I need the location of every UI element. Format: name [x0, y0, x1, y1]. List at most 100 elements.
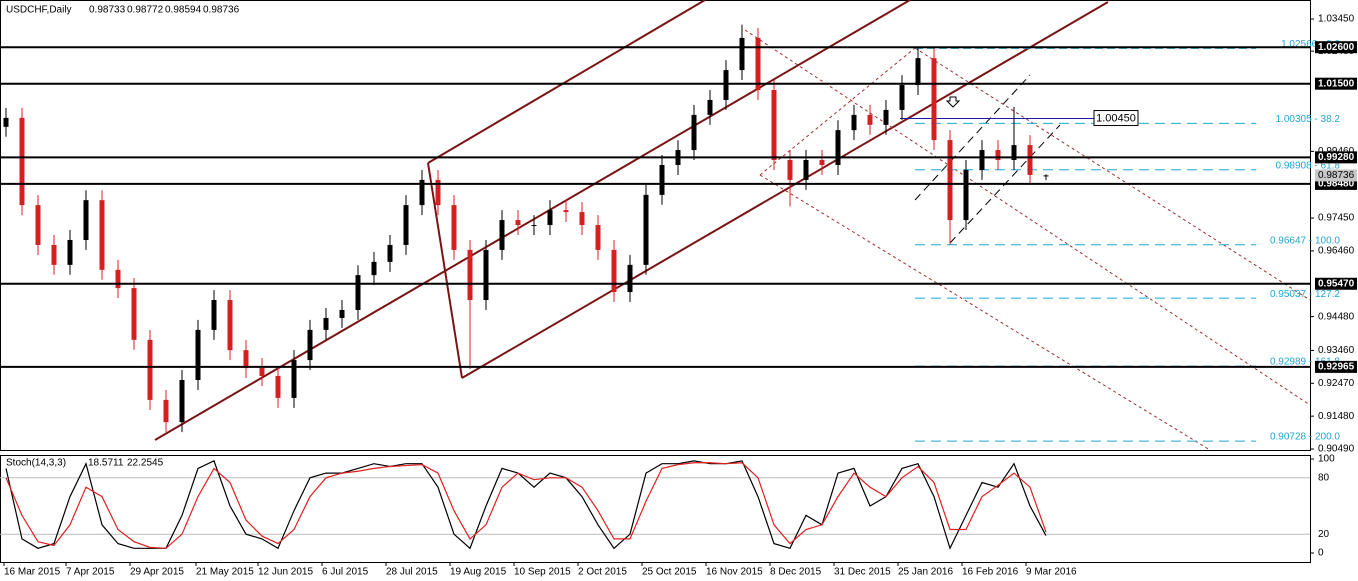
fib-label: 0.98908 - 61.8: [1276, 160, 1341, 171]
candle-body: [227, 300, 233, 351]
candle-body: [483, 249, 489, 301]
candle-body: [595, 225, 601, 250]
x-tick-label: 16 Nov 2015: [706, 567, 763, 578]
annotation-label: 1.00450: [1096, 112, 1136, 124]
level-box: [1315, 277, 1357, 290]
x-tick-label: 28 Jul 2015: [386, 567, 438, 578]
candle-body: [51, 244, 57, 265]
candle-body: [163, 399, 169, 423]
level-label: 1.02600: [1318, 42, 1355, 53]
candle-body: [755, 37, 761, 91]
ohlc-close: 0.98736: [203, 5, 240, 16]
dashed-channel: [914, 47, 1311, 301]
candle-body: [915, 58, 921, 86]
candle-body: [547, 210, 553, 226]
candle-body: [291, 360, 297, 398]
y-tick-label: 0.96460: [1318, 246, 1355, 257]
level-label: 0.98480: [1318, 179, 1355, 190]
price-label: 0.98736: [1318, 170, 1355, 181]
ohlc-high: 0.98772: [127, 5, 164, 16]
indicator-line: [5, 460, 1047, 550]
indicator-main: 18.5711: [88, 458, 124, 469]
x-tick-label: 25 Jan 2016: [898, 567, 953, 578]
x-tick-label: 19 Aug 2015: [450, 567, 507, 578]
level-label: 0.95470: [1318, 278, 1355, 289]
candle-body: [3, 117, 9, 127]
candle-body: [739, 37, 745, 71]
candle-body: [787, 160, 793, 180]
candle-body: [451, 205, 457, 250]
candle-body: [99, 200, 105, 270]
x-tick-label: 16 Feb 2016: [962, 567, 1019, 578]
candle-body: [387, 244, 393, 262]
candle-body: [963, 169, 969, 221]
y-tick-label: 0.90490: [1318, 444, 1355, 455]
x-tick-label: 8 Dec 2015: [770, 567, 822, 578]
symbol: USDCHF,Daily: [6, 5, 72, 16]
candle-body: [803, 160, 809, 180]
indicator-line: [5, 462, 1047, 549]
drawings: [154, 0, 1311, 451]
fib-label: 0.90728 - 200.0: [1270, 432, 1340, 443]
candle-body: [947, 140, 953, 221]
level-label: 0.99280: [1318, 152, 1355, 163]
x-tick-label: 6 Jul 2015: [322, 567, 369, 578]
candle-body: [467, 249, 473, 301]
candle-body: [1043, 175, 1049, 177]
dashed-channel: [744, 29, 1311, 406]
candle-body: [179, 379, 185, 423]
level-box: [1315, 151, 1357, 164]
candle-body: [579, 212, 585, 226]
candle-body: [35, 205, 41, 245]
candle-body: [611, 249, 617, 293]
indicator-panel: [0, 455, 1311, 563]
candle-body: [307, 329, 313, 361]
dashed-channel: [759, 174, 1211, 451]
candle-body: [563, 210, 569, 213]
candle-body: [211, 300, 217, 330]
candle-body: [835, 130, 841, 165]
y-tick-label: 1.03450: [1318, 14, 1355, 25]
candle-body: [819, 160, 825, 165]
level-label: 0.92965: [1318, 362, 1355, 373]
candle-body: [899, 85, 905, 110]
x-tick-label: 2 Oct 2015: [578, 567, 627, 578]
x-tick-label: 31 Dec 2015: [834, 567, 891, 578]
indicator-title: Stoch(14,3,3): [6, 458, 66, 469]
channel-line: [461, 1, 1109, 379]
candle-body: [643, 194, 649, 265]
channel-line: [427, 162, 463, 379]
fib-label: 0.96647 - 100.0: [1270, 235, 1340, 246]
candle-body: [723, 70, 729, 100]
candle-body: [499, 220, 505, 250]
candle-body: [339, 309, 345, 318]
candle-body: [1027, 145, 1033, 175]
candle-body: [275, 376, 281, 398]
x-tick-label: 7 Apr 2015: [66, 567, 115, 578]
candle-body: [259, 368, 265, 377]
fib-label: 0.92989 - 161.8: [1270, 357, 1340, 368]
small-channel: [914, 74, 1031, 201]
candle-body: [115, 269, 121, 289]
candle-body: [867, 114, 873, 125]
candle-body: [531, 225, 537, 227]
candle-body: [995, 150, 1001, 161]
candle-body: [435, 179, 441, 206]
candle-body: [691, 114, 697, 151]
candle-body: [147, 339, 153, 400]
y-tick-label: 0.91480: [1318, 411, 1355, 422]
ohlc-low: 0.98594: [165, 5, 202, 16]
candle-body: [67, 239, 73, 265]
y-tick-label: 0.94480: [1318, 311, 1355, 322]
x-tick-label: 12 Jun 2015: [258, 567, 313, 578]
candle-body: [627, 264, 633, 293]
annotation-box: [1093, 110, 1139, 127]
candle-body: [83, 200, 89, 240]
candle-body: [371, 261, 377, 276]
candle-body: [1011, 145, 1017, 161]
y-tick-label: 0.93460: [1318, 345, 1355, 356]
x-tick-label: 21 May 2015: [196, 567, 254, 578]
level-label: 1.01500: [1318, 78, 1355, 89]
